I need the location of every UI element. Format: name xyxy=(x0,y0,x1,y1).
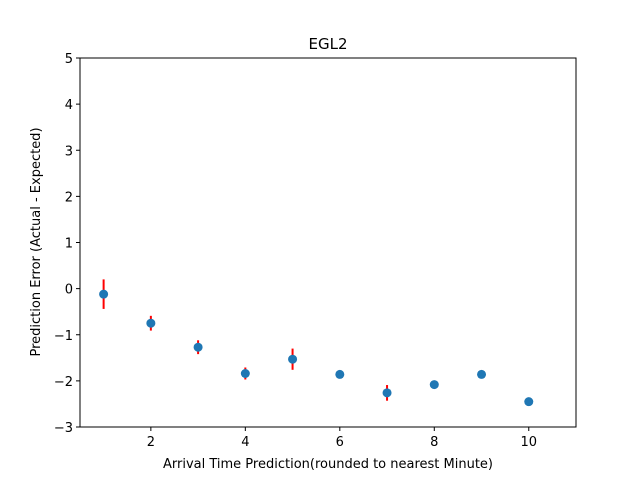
y-tick-label: 4 xyxy=(65,98,73,113)
data-point xyxy=(193,342,203,352)
y-axis: −3 −2 −1 0 1 2 3 4 5 xyxy=(54,52,80,436)
y-tick-label: −2 xyxy=(54,375,73,390)
y-tick-label: 5 xyxy=(65,52,73,67)
plot-frame xyxy=(79,57,577,428)
data-points xyxy=(99,289,534,407)
data-point xyxy=(288,354,298,364)
data-point xyxy=(382,388,392,398)
plot-area xyxy=(79,57,577,428)
x-tick-label: 10 xyxy=(520,435,537,450)
y-tick-label: −3 xyxy=(54,421,73,436)
data-point xyxy=(477,369,487,379)
data-point xyxy=(146,318,156,328)
x-axis: 2 4 6 8 10 xyxy=(147,427,537,450)
y-tick-label: 3 xyxy=(65,144,73,159)
y-tick-label: −1 xyxy=(54,329,73,344)
data-point xyxy=(99,289,109,299)
data-point xyxy=(524,397,534,407)
x-tick-label: 2 xyxy=(147,435,155,450)
y-tick-label: 1 xyxy=(65,237,73,252)
data-point xyxy=(240,368,250,378)
x-axis-title: Arrival Time Prediction(rounded to neare… xyxy=(163,457,493,472)
chart-title: EGL2 xyxy=(308,35,347,53)
x-tick-label: 8 xyxy=(430,435,438,450)
x-tick-label: 4 xyxy=(241,435,249,450)
y-tick-label: 2 xyxy=(65,190,73,205)
y-axis-title: Prediction Error (Actual - Expected) xyxy=(29,127,44,356)
data-point xyxy=(335,369,345,379)
x-tick-label: 6 xyxy=(336,435,344,450)
data-point xyxy=(429,380,439,390)
y-tick-label: 0 xyxy=(65,283,73,298)
